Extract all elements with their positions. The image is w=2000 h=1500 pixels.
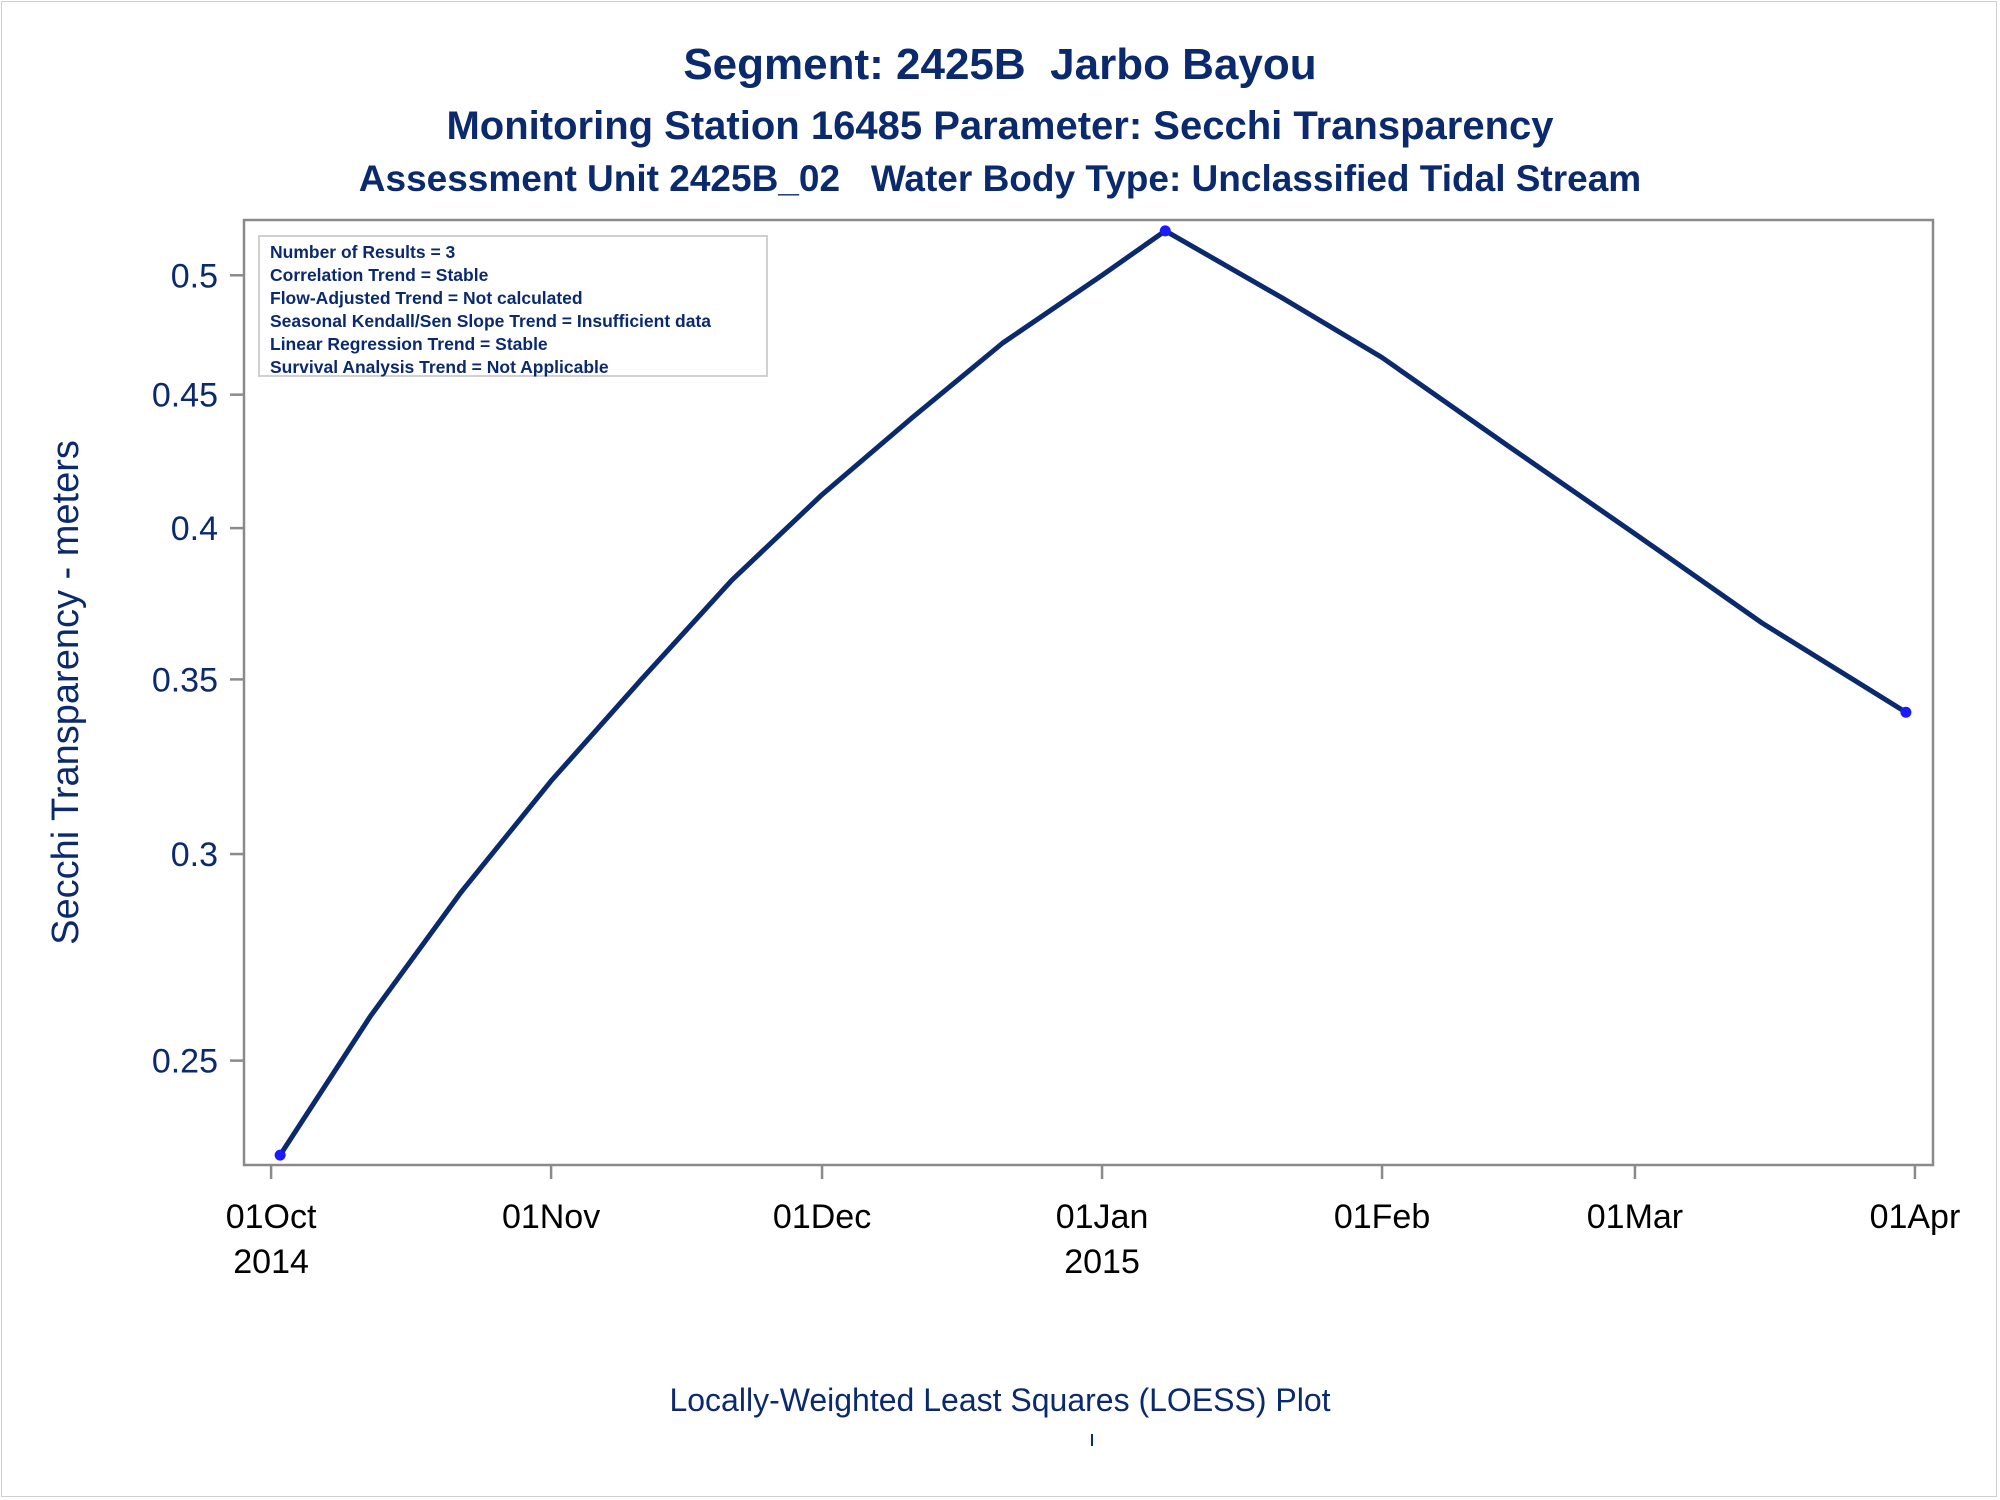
x-tick-label-2: 01Dec xyxy=(773,1198,871,1236)
data-point-0 xyxy=(274,1149,286,1161)
x-tick-label-0: 01Oct xyxy=(226,1198,317,1236)
x-tick-sublabel-0: 2014 xyxy=(233,1243,309,1281)
plot-footnote: Locally-Weighted Least Squares (LOESS) P… xyxy=(669,1382,1331,1418)
y-tick-label-1: 0.3 xyxy=(171,836,218,874)
chart-subtitle-assessment: Assessment Unit 2425B_02 Water Body Type… xyxy=(358,158,1642,199)
x-tick-label-3: 01Jan xyxy=(1056,1198,1149,1236)
y-tick-label-2: 0.35 xyxy=(152,661,218,699)
trend-statistics-box: Number of Results = 3 Correlation Trend … xyxy=(258,235,768,377)
x-tick-label-5: 01Mar xyxy=(1587,1198,1683,1236)
plot-area-frame xyxy=(242,218,1935,1167)
stat-line-linear-regression: Linear Regression Trend = Stable xyxy=(270,334,548,354)
stat-line-seasonal-kendall: Seasonal Kendall/Sen Slope Trend = Insuf… xyxy=(270,311,712,331)
x-tick-label-4: 01Feb xyxy=(1334,1198,1430,1236)
chart-title: Segment: 2425B Jarbo Bayou xyxy=(683,40,1317,89)
y-tick-label-0: 0.25 xyxy=(152,1043,218,1081)
y-axis-label: Secchi Transparency - meters xyxy=(45,440,87,945)
y-tick-label-5: 0.5 xyxy=(171,257,218,295)
stat-line-results: Number of Results = 3 xyxy=(270,242,456,262)
x-tick-label-1: 01Nov xyxy=(502,1198,600,1236)
data-point-2 xyxy=(1900,706,1912,718)
chart-subtitle-station: Monitoring Station 16485 Parameter: Secc… xyxy=(446,104,1554,148)
x-tick-sublabel-3: 2015 xyxy=(1064,1243,1140,1281)
x-tick-label-6: 01Apr xyxy=(1870,1198,1961,1236)
stat-line-survival-analysis: Survival Analysis Trend = Not Applicable xyxy=(270,357,609,377)
y-tick-label-4: 0.45 xyxy=(152,377,218,415)
footer-tick-mark xyxy=(1091,1434,1093,1446)
loess-line xyxy=(277,228,1909,1158)
data-point-1 xyxy=(1159,225,1171,237)
y-tick-label-3: 0.4 xyxy=(171,510,218,548)
stat-line-flow-adjusted: Flow-Adjusted Trend = Not calculated xyxy=(270,288,583,308)
stat-line-correlation: Correlation Trend = Stable xyxy=(270,265,489,285)
